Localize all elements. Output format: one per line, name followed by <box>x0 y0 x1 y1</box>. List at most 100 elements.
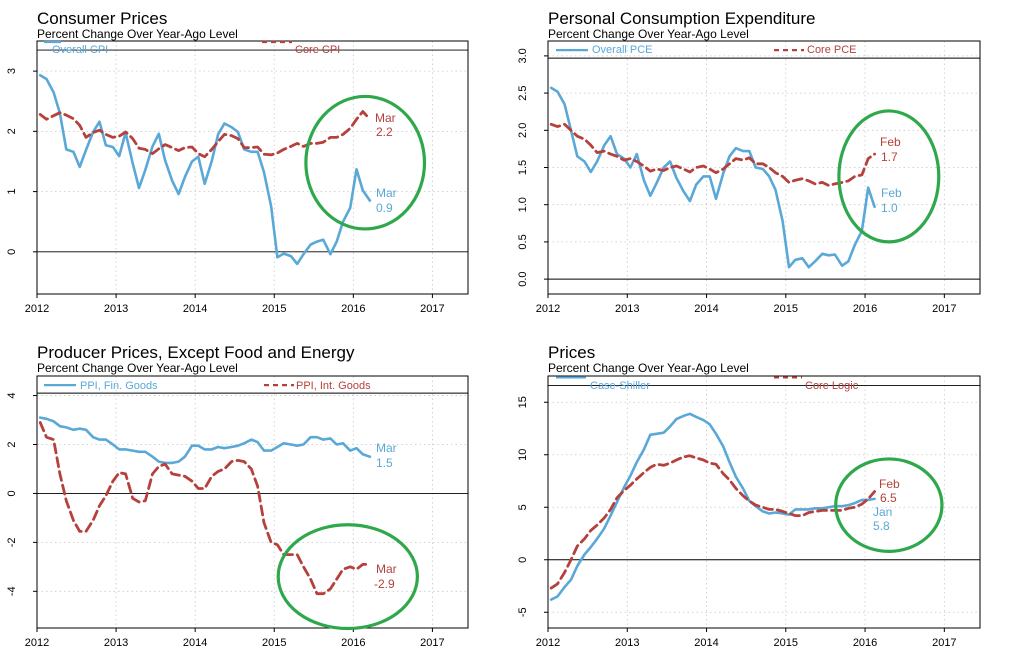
series-line-case-shiller <box>549 412 876 601</box>
series-line-core-logic <box>549 454 876 590</box>
annotation-core-logic-month: Feb <box>879 477 900 491</box>
x-tick-label: 2017 <box>420 637 444 649</box>
y-tick-label: -5 <box>517 607 529 617</box>
annotation-core-logic-value: 6.5 <box>880 491 897 505</box>
legend-entry-overall-pce: Overall PCE <box>592 44 653 56</box>
highlight-ellipse <box>276 523 419 631</box>
legend-entry-case-shiller: Case-Shiller <box>590 380 650 392</box>
annotation-int-value: -2.9 <box>374 577 395 591</box>
y-tick-label: 2.5 <box>517 85 529 100</box>
annotation-overall-month: Mar <box>376 186 397 200</box>
plot-area: 2012 2013 2014 2015 2016 2017 -4 -2 0 2 4 <box>6 375 469 649</box>
annotation-case-shiller-month: Jan <box>873 505 892 519</box>
y-tick-label: 10 <box>517 449 529 461</box>
chart-title: Producer Prices, Except Food and Energy <box>37 343 355 362</box>
x-tick-label: 2015 <box>262 303 286 315</box>
legend-entry-core-cpi: Core CPI <box>295 44 340 56</box>
legend-entry-core-logic: Core Logic <box>805 380 859 392</box>
x-tick-label: 2016 <box>341 637 365 649</box>
consumer-prices-chart: Consumer Prices Percent Change Over Year… <box>6 9 469 315</box>
chart-subtitle: Percent Change Over Year-Ago Level <box>37 27 238 41</box>
x-tick-label: 2014 <box>694 637 718 649</box>
annotation-fin-month: Mar <box>376 441 397 455</box>
annotation-overall-month: Feb <box>881 186 902 200</box>
y-tick-label: 1.0 <box>517 197 529 212</box>
highlight-ellipse <box>837 109 941 244</box>
y-tick-label: 3.0 <box>517 48 529 63</box>
legend-entry-core-pce: Core PCE <box>807 44 857 56</box>
x-tick-label: 2012 <box>536 303 560 315</box>
x-tick-label: 2012 <box>536 637 560 649</box>
chart-subtitle: Percent Change Over Year-Ago Level <box>548 27 749 41</box>
x-tick-label: 2015 <box>774 303 798 315</box>
annotation-case-shiller-value: 5.8 <box>873 519 890 533</box>
annotation-core-month: Feb <box>880 135 901 149</box>
legend-entry-ppi-int-goods: PPI, Int. Goods <box>296 380 371 392</box>
y-tick-label: 1 <box>6 189 18 195</box>
x-tick-label: 2017 <box>932 637 956 649</box>
y-tick-label: 0.5 <box>517 234 529 249</box>
y-tick-label: -4 <box>6 586 18 596</box>
x-tick-label: 2013 <box>104 303 128 315</box>
y-tick-label: 15 <box>517 396 529 408</box>
x-tick-label: 2014 <box>183 303 207 315</box>
series-line-overall-cpi <box>38 74 372 266</box>
plot-area: 2012 2013 2014 2015 2016 2017 0.0 0.5 1.0 1.5 2.0 2… <box>517 40 981 315</box>
series-line-core-cpi <box>38 110 372 159</box>
x-tick-label: 2012 <box>25 637 49 649</box>
chart-subtitle: Percent Change Over Year-Ago Level <box>548 361 749 375</box>
producer-prices-chart: Producer Prices, Except Food and Energy … <box>6 343 469 649</box>
plot-area: 2012 2013 2014 2015 2016 2017 0 1 2 3 <box>6 40 469 315</box>
chart-title: Prices <box>548 343 595 362</box>
y-tick-label: 2.0 <box>517 123 529 138</box>
legend-entry-ppi-fin-goods: PPI, Fin. Goods <box>80 380 158 392</box>
plot-frame <box>36 40 469 295</box>
highlight-ellipse <box>834 457 944 553</box>
annotation-fin-value: 1.5 <box>376 456 393 470</box>
x-tick-label: 2012 <box>25 303 49 315</box>
y-tick-label: 5 <box>517 504 529 510</box>
y-tick-label: 2 <box>6 441 18 447</box>
series-line-core-pce <box>549 122 876 187</box>
home-prices-chart: Prices Percent Change Over Year-Ago Leve… <box>517 343 981 649</box>
y-tick-label: 4 <box>6 393 18 399</box>
y-tick-label: 0 <box>517 557 529 563</box>
x-tick-label: 2015 <box>774 637 798 649</box>
y-tick-label: 0 <box>6 249 18 255</box>
x-tick-label: 2016 <box>341 303 365 315</box>
y-tick-label: 3 <box>6 68 18 74</box>
chart-subtitle: Percent Change Over Year-Ago Level <box>37 361 238 375</box>
y-tick-label: 2 <box>6 128 18 134</box>
plot-area: 2012 2013 2014 2015 2016 2017 -5 0 5 10 15 <box>517 375 981 649</box>
annotation-core-value: 1.7 <box>881 150 898 164</box>
annotation-int-month: Mar <box>376 562 397 576</box>
x-tick-label: 2013 <box>615 303 639 315</box>
annotation-overall-value: 0.9 <box>376 201 393 215</box>
plot-frame <box>547 375 981 629</box>
x-tick-label: 2013 <box>104 637 128 649</box>
y-tick-label: 1.5 <box>517 160 529 175</box>
plot-frame <box>36 375 469 629</box>
x-tick-label: 2016 <box>853 303 877 315</box>
x-tick-label: 2014 <box>183 637 207 649</box>
y-tick-label: 0.0 <box>517 271 529 286</box>
annotation-core-month: Mar <box>375 111 396 125</box>
y-tick-label: -2 <box>6 537 18 547</box>
legend-entry-overall-cpi: Overall CPI <box>52 44 108 56</box>
x-tick-label: 2013 <box>615 637 639 649</box>
chart-title: Personal Consumption Expenditure <box>548 9 815 28</box>
x-tick-label: 2016 <box>853 637 877 649</box>
series-line-overall-pce <box>549 86 876 269</box>
pce-chart: Personal Consumption Expenditure Percent… <box>517 9 981 315</box>
chart-title: Consumer Prices <box>37 9 167 28</box>
annotation-core-value: 2.2 <box>376 125 393 139</box>
annotation-overall-value: 1.0 <box>881 201 898 215</box>
highlight-ellipse <box>304 94 427 231</box>
series-line-ppi-fin-goods <box>38 416 372 465</box>
series-line-ppi-int-goods <box>38 421 372 596</box>
x-tick-label: 2017 <box>420 303 444 315</box>
x-tick-label: 2015 <box>262 637 286 649</box>
y-tick-label: 0 <box>6 490 18 496</box>
x-tick-label: 2014 <box>694 303 718 315</box>
